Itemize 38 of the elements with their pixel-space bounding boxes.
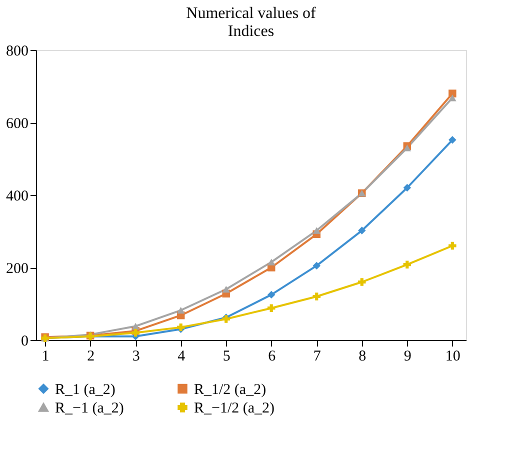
point	[358, 278, 366, 286]
point	[358, 226, 366, 234]
x-tick-label: 8	[358, 348, 366, 364]
point	[403, 260, 412, 268]
x-tick-label: 6	[268, 348, 276, 364]
x-tick-label: 7	[313, 348, 322, 364]
legend-label: R_1/2 (a_2)	[194, 382, 266, 398]
point	[448, 94, 456, 102]
point	[312, 262, 321, 270]
y-tick-label: 400	[6, 188, 28, 204]
point	[267, 258, 276, 266]
point	[312, 227, 321, 234]
y-tick-label: 800	[6, 44, 28, 60]
y-tick-label: 600	[6, 116, 28, 132]
point	[176, 306, 185, 314]
x-tick-label: 5	[222, 348, 230, 364]
chart-title: Numerical values of Indices	[186, 5, 317, 40]
x-tick-label: 3	[132, 348, 140, 364]
point	[448, 90, 456, 98]
x-tick-label: 4	[178, 348, 186, 364]
x-tick-label: 9	[404, 348, 412, 364]
legend-label: R_−1/2 (a_2)	[194, 400, 275, 416]
y-tick-label: 200	[6, 261, 28, 277]
point	[448, 136, 456, 144]
y-tick-label: 0	[21, 334, 28, 350]
x-tick-label: 1	[42, 348, 50, 364]
legend-label: R_1 (a_2)	[55, 382, 116, 398]
point	[312, 292, 321, 300]
x-tick-label: 10	[445, 348, 460, 364]
x-tick-label: 2	[87, 348, 95, 364]
point	[267, 290, 276, 299]
point	[222, 286, 230, 293]
point	[267, 304, 276, 312]
point	[403, 144, 412, 152]
point	[448, 242, 456, 250]
point	[403, 184, 412, 192]
legend-label: R_−1 (a_2)	[55, 400, 124, 416]
point	[132, 322, 140, 330]
